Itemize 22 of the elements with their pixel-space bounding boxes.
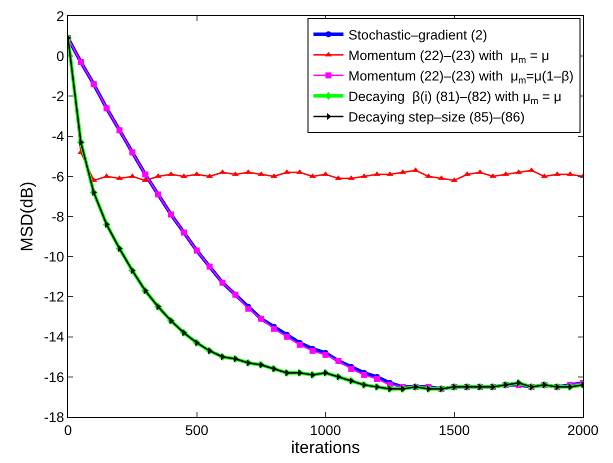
y-tick-label: -12	[44, 288, 64, 305]
legend-label: Stochastic–gradient (2)	[348, 28, 488, 43]
y-tick-label: -8	[52, 208, 64, 224]
x-tick-label: 1500	[438, 422, 470, 438]
x-axis-title: iterations	[291, 438, 360, 457]
y-tick-label: -6	[52, 168, 64, 184]
legend-label: Decaying β(i) (81)–(82) with μ$_{m}$ = μ	[348, 89, 562, 108]
y-tick-label: -16	[44, 368, 64, 385]
x-tick-label: 2000	[567, 422, 599, 438]
y-tick-label: -18	[44, 408, 64, 425]
y-tick-label: -14	[44, 328, 64, 345]
legend-label: Decaying step–size (85)–(86)	[348, 110, 525, 125]
y-tick-label: -2	[52, 88, 64, 104]
y-tick-label: -4	[52, 128, 64, 144]
y-tick-label: 2	[56, 8, 64, 24]
x-tick-label: 500	[185, 422, 209, 438]
y-axis-title: MSD(dB)	[18, 182, 37, 252]
x-tick-label: 1000	[310, 422, 342, 438]
y-tick-label: 0	[56, 48, 64, 64]
y-tick-label: -10	[44, 248, 64, 264]
legend-label: Momentum (22)–(23) with μ$_{m}$=μ(1–β)	[348, 68, 574, 86]
legend-label: Momentum (22)–(23) with μ$_{m}$ = μ	[348, 48, 550, 66]
